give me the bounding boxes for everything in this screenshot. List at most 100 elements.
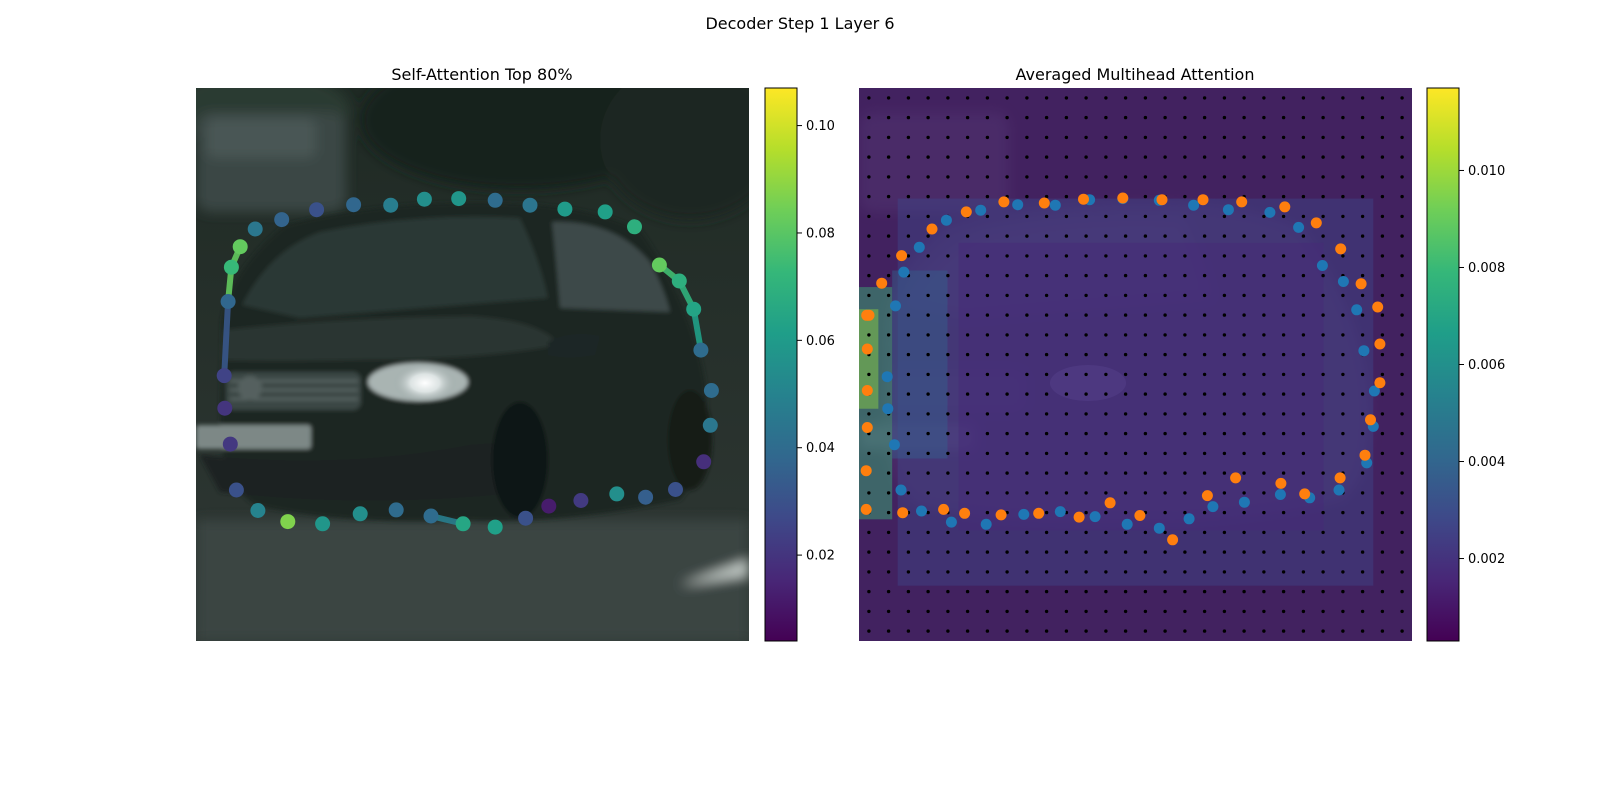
grid-point (1104, 155, 1108, 159)
grid-point (1321, 589, 1325, 594)
grid-point (1005, 313, 1009, 317)
grid-point (867, 115, 871, 120)
grid-point (1104, 589, 1108, 594)
grid-point (1025, 392, 1029, 396)
grid-point (1281, 333, 1286, 337)
grid-point (1341, 96, 1345, 100)
attention-point (703, 383, 719, 398)
grid-point (1281, 510, 1286, 515)
grid-point (926, 234, 930, 238)
grid-point (906, 431, 911, 436)
attention-point (696, 454, 712, 470)
grid-point (1242, 550, 1246, 554)
grid-point (1123, 629, 1128, 633)
grid-point (867, 333, 871, 337)
grid-point (1064, 293, 1069, 298)
attention-point (487, 519, 503, 535)
grid-point (886, 352, 891, 357)
attention-point (455, 516, 471, 532)
orange-vertex (1365, 414, 1376, 426)
grid-point (1183, 629, 1187, 633)
grid-point (1360, 372, 1365, 377)
attention-points (216, 191, 719, 535)
grid-point (1301, 155, 1306, 159)
grid-point (1163, 431, 1167, 436)
grid-point (1064, 412, 1069, 416)
grid-point (1183, 570, 1187, 574)
grid-point (1025, 372, 1029, 377)
grid-point (1360, 254, 1365, 258)
grid-point (1044, 589, 1049, 594)
grid-point (1163, 510, 1167, 515)
grid-point (946, 629, 950, 633)
grid-point (985, 313, 990, 317)
grid-point (1321, 194, 1325, 199)
grid-point (985, 333, 990, 337)
grid-point (1341, 175, 1345, 179)
grid-point (1123, 471, 1128, 475)
attention-heatmap-image (859, 88, 1412, 641)
grid-point (1341, 234, 1345, 238)
grid-point (1360, 609, 1365, 614)
grid-point (1341, 352, 1345, 357)
grid-point (1202, 96, 1207, 100)
grid-point (985, 589, 990, 594)
grid-point (1005, 293, 1009, 298)
grid-point (886, 510, 891, 515)
grid-point (906, 570, 911, 574)
grid-point (1202, 530, 1207, 535)
orange-vertex (960, 206, 972, 218)
grid-point (1143, 471, 1148, 475)
grid-point (1123, 313, 1128, 317)
grid-point (867, 609, 871, 614)
grid-point (1301, 609, 1306, 614)
grid-point (1044, 412, 1049, 416)
grid-point (1321, 431, 1325, 436)
grid-point (965, 194, 970, 199)
grid-point (1143, 570, 1148, 574)
grid-point (1064, 333, 1069, 337)
grid-point (946, 293, 950, 298)
grid-point (985, 629, 990, 633)
blue-vertex (1153, 522, 1165, 534)
grid-point (1242, 491, 1246, 495)
grid-point (1104, 372, 1108, 377)
grid-point (1380, 135, 1385, 140)
grid-point (1064, 175, 1069, 179)
grid-point (906, 254, 911, 258)
grid-point (1380, 333, 1385, 337)
grid-point (1183, 589, 1187, 594)
grid-point (946, 352, 950, 357)
grid-point (1104, 629, 1108, 633)
grid-point (1321, 333, 1325, 337)
grid-point (985, 491, 990, 495)
grid-point (1163, 570, 1167, 574)
orange-vertex (1197, 194, 1209, 206)
attention-point (651, 257, 667, 273)
grid-point (1202, 234, 1207, 238)
grid-point (1084, 491, 1088, 495)
grid-point (1341, 333, 1345, 337)
grid-point (1202, 431, 1207, 436)
grid-point (1202, 352, 1207, 357)
grid-point (1104, 96, 1108, 100)
grid-point (1400, 194, 1404, 199)
grid-point (926, 510, 930, 515)
grid-point (1341, 451, 1345, 456)
grid-point (867, 96, 871, 100)
grid-point (1044, 609, 1049, 614)
grid-point (965, 313, 970, 317)
grid-point (1104, 491, 1108, 495)
grid-point (1400, 550, 1404, 554)
grid-point (1084, 451, 1088, 456)
attention-point (232, 239, 248, 255)
grid-point (1143, 96, 1148, 100)
attention-point (686, 301, 702, 317)
grid-point (1262, 431, 1266, 436)
grid-point (1242, 431, 1246, 436)
grid-point (1025, 273, 1029, 278)
grid-point (1242, 629, 1246, 633)
grid-point (906, 491, 911, 495)
grid-point (1044, 313, 1049, 317)
grid-point (1281, 214, 1286, 219)
